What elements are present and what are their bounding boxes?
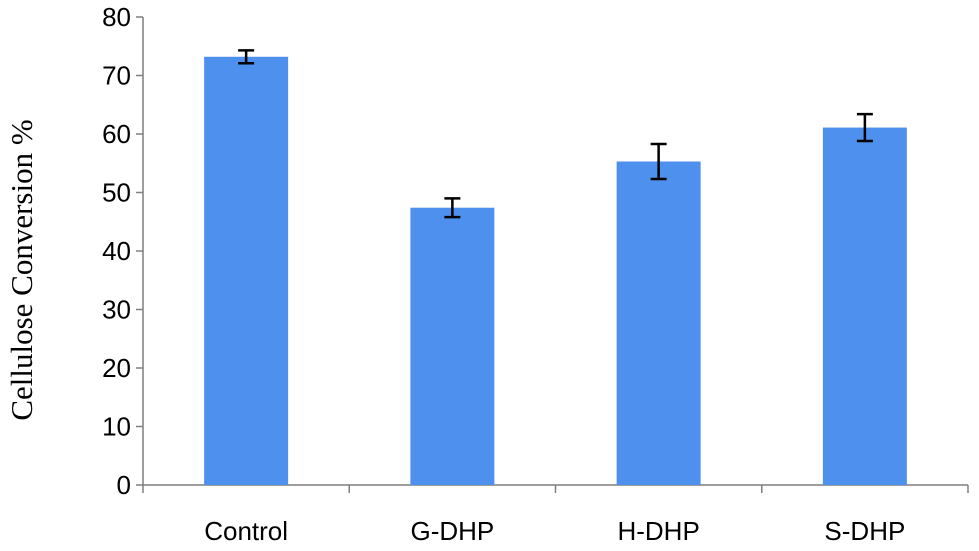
y-tick-label: 0 [117, 470, 131, 500]
y-tick-label: 10 [102, 412, 131, 442]
y-axis-title: Cellulose Conversion % [4, 119, 39, 420]
y-tick-label: 80 [102, 2, 131, 32]
y-tick-label: 60 [102, 119, 131, 149]
y-tick-label: 70 [102, 61, 131, 91]
bar-h-dhp [616, 161, 701, 485]
x-category-label: Control [204, 516, 288, 546]
x-category-label: S-DHP [824, 516, 905, 546]
x-category-label: H-DHP [617, 516, 699, 546]
y-tick-label: 30 [102, 295, 131, 325]
bar-s-dhp [822, 127, 907, 485]
y-tick-label: 50 [102, 178, 131, 208]
y-tick-label: 40 [102, 236, 131, 266]
y-tick-label: 20 [102, 353, 131, 383]
bar-g-dhp [410, 207, 495, 485]
bar-control [204, 56, 289, 485]
x-category-label: G-DHP [410, 516, 494, 546]
